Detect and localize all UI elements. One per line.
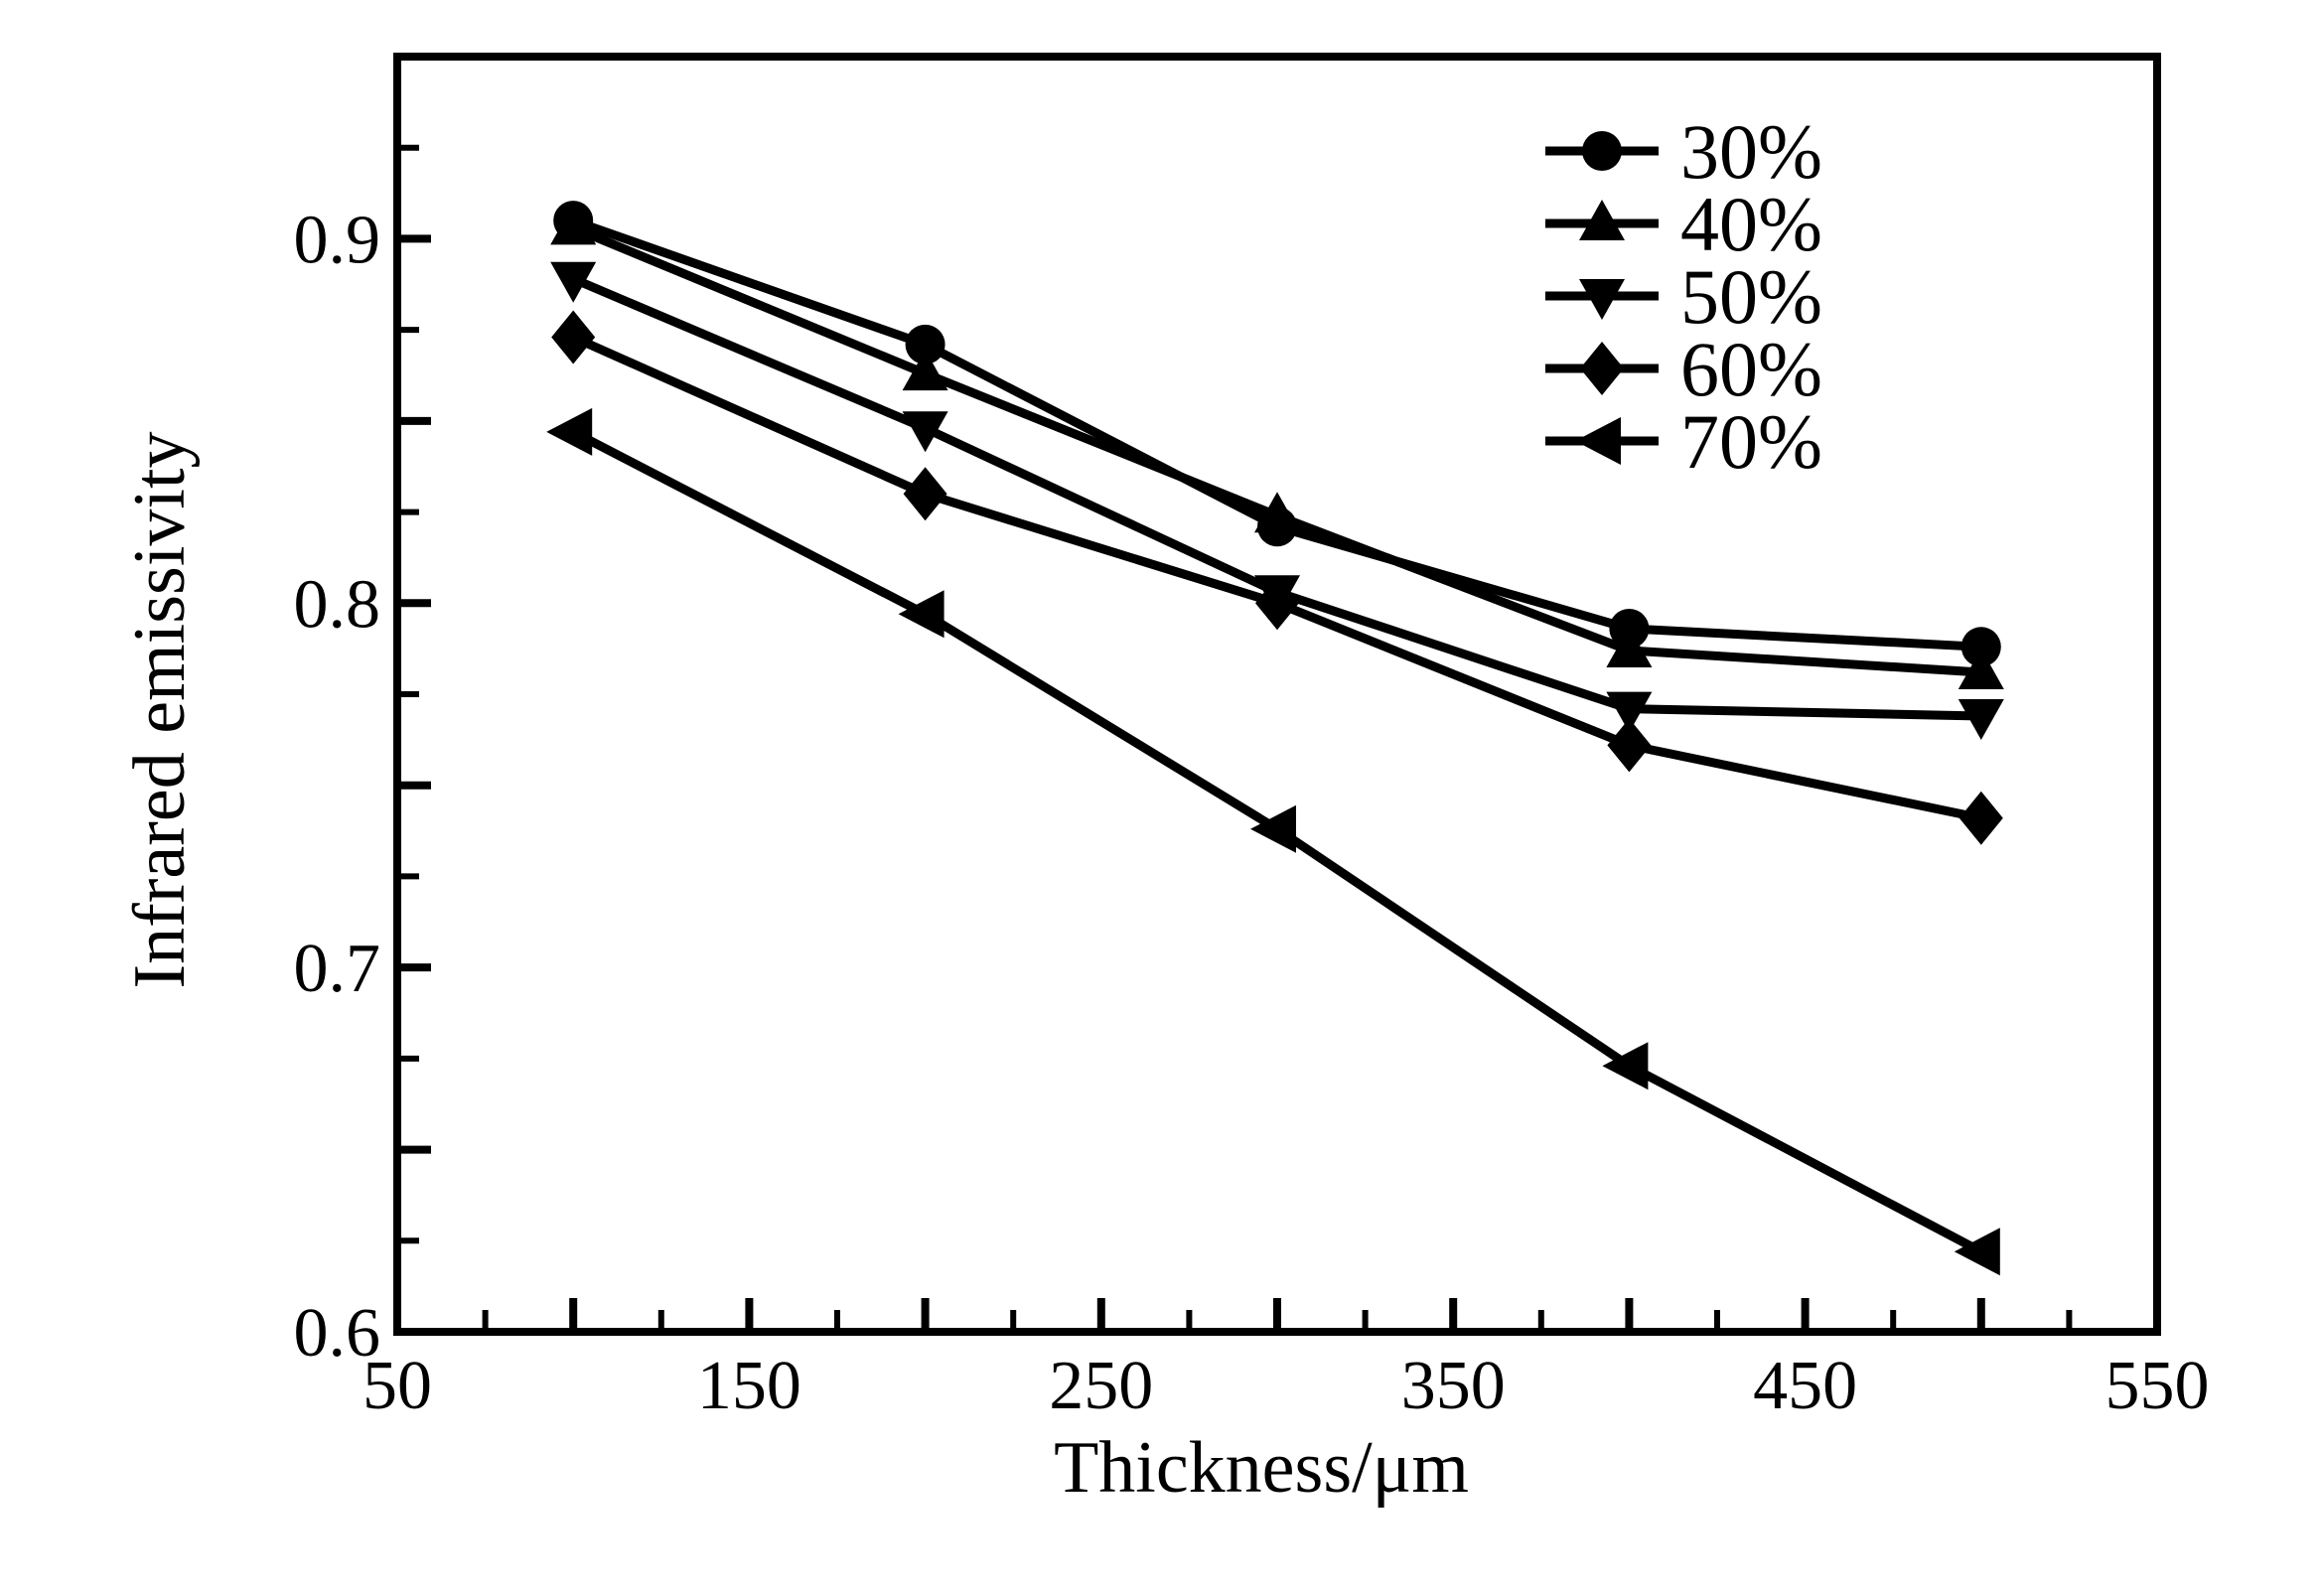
legend-label: 50% bbox=[1680, 253, 1822, 340]
marker-triangle-down bbox=[550, 261, 597, 303]
legend-label: 70% bbox=[1680, 398, 1822, 485]
legend-item-40-percent: 40% bbox=[1545, 181, 1822, 267]
marker-triangle-left bbox=[546, 407, 593, 456]
legend-item-50-percent: 50% bbox=[1545, 253, 1822, 340]
legend-label: 60% bbox=[1680, 326, 1822, 412]
x-tick-label: 450 bbox=[1753, 1348, 1857, 1424]
y-tick-label: 0.9 bbox=[294, 202, 381, 278]
x-axis-title: Thickness/μm bbox=[1054, 1427, 1469, 1509]
x-tick-label: 150 bbox=[697, 1348, 801, 1424]
marker-triangle-up bbox=[550, 204, 597, 245]
x-tick-label: 550 bbox=[2105, 1348, 2210, 1424]
series-70-percent bbox=[546, 407, 2000, 1276]
marker-triangle-up bbox=[1254, 492, 1300, 533]
series-60-percent bbox=[551, 310, 2003, 845]
marker-diamond bbox=[1607, 718, 1652, 773]
plot-frame bbox=[393, 53, 2161, 1336]
marker-triangle-left bbox=[1954, 1228, 2000, 1276]
marker-circle bbox=[1582, 131, 1622, 171]
plot-area: 50 150 250 350 450 550 0.9 0.8 0.7 0.6 bbox=[294, 53, 2210, 1424]
marker-triangle-left bbox=[1602, 1042, 1649, 1090]
marker-diamond bbox=[1958, 791, 2003, 845]
marker-triangle-down bbox=[1606, 691, 1653, 733]
y-tick-label: 0.8 bbox=[294, 566, 381, 643]
marker-triangle-up bbox=[1958, 648, 2004, 689]
marker-diamond bbox=[1255, 576, 1299, 631]
y-tick-label: 0.7 bbox=[294, 931, 381, 1007]
marker-diamond bbox=[551, 310, 596, 364]
x-tick-label: 250 bbox=[1049, 1348, 1153, 1424]
legend-item-30-percent: 30% bbox=[1545, 108, 1822, 195]
legend-item-70-percent: 70% bbox=[1545, 398, 1822, 485]
legend-item-60-percent: 60% bbox=[1545, 326, 1822, 412]
y-axis-title: Infrared emissivity bbox=[119, 432, 201, 989]
legend-label: 40% bbox=[1680, 181, 1822, 267]
marker-triangle-up bbox=[1579, 200, 1625, 240]
marker-diamond bbox=[1580, 342, 1624, 395]
x-tick-label: 50 bbox=[363, 1348, 432, 1424]
x-tick-label: 350 bbox=[1401, 1348, 1506, 1424]
marker-triangle-up bbox=[902, 350, 948, 391]
marker-triangle-down bbox=[902, 411, 948, 453]
marker-circle bbox=[905, 324, 945, 364]
marker-triangle-left bbox=[1250, 804, 1296, 853]
marker-triangle-down bbox=[1958, 699, 2004, 741]
legend: 30%40%50%60%70% bbox=[1545, 108, 1822, 485]
series-40-percent bbox=[550, 204, 2004, 689]
marker-triangle-left bbox=[898, 590, 944, 639]
marker-circle bbox=[1960, 627, 2001, 667]
marker-triangle-up bbox=[1606, 626, 1653, 667]
marker-triangle-left bbox=[1575, 417, 1621, 465]
y-tick-label: 0.6 bbox=[294, 1295, 381, 1372]
marker-diamond bbox=[903, 467, 947, 521]
marker-triangle-down bbox=[1579, 279, 1625, 320]
legend-label: 30% bbox=[1680, 108, 1822, 195]
